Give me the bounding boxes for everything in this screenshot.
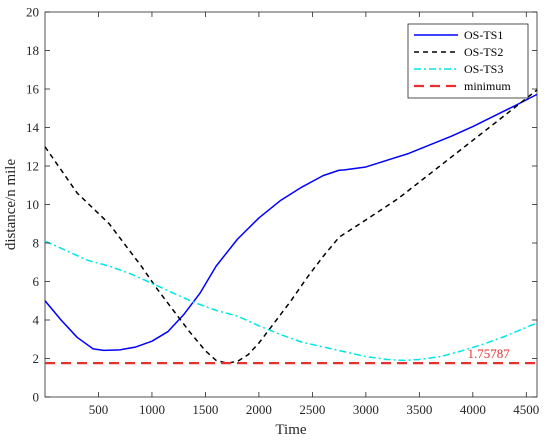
x-tick-label: 4000 — [460, 402, 486, 417]
x-tick-label: 2500 — [299, 402, 325, 417]
series-line-os-ts1 — [44, 93, 538, 352]
legend: OS-TS1 OS-TS2 OS-TS3 minimum — [407, 23, 529, 99]
ticks-layer: 500 1000 1500 2000 2500 3000 3500 4000 4500 0 2 4 6 8… — [26, 5, 539, 418]
x-tick-label: 500 — [89, 402, 109, 417]
y-tick-label: 16 — [26, 82, 40, 97]
x-axis-title: Time — [275, 422, 306, 438]
y-tick-label: 2 — [33, 351, 40, 366]
legend-label-os-ts3: OS-TS3 — [464, 62, 503, 76]
y-tick-label: 18 — [26, 43, 39, 58]
y-tick-label: 8 — [33, 236, 40, 251]
legend-box — [407, 23, 529, 99]
series-line-os-ts2 — [44, 89, 538, 364]
y-tick-label: 10 — [26, 197, 39, 212]
y-tick-label: 12 — [26, 159, 39, 174]
y-tick-label: 20 — [26, 5, 39, 20]
legend-label-os-ts1: OS-TS1 — [464, 28, 503, 42]
series-layer — [44, 89, 538, 365]
y-tick-label: 14 — [26, 120, 40, 135]
y-tick-label: 4 — [33, 313, 40, 328]
x-tick-label: 2000 — [246, 402, 272, 417]
y-axis-title: distance/n mile — [3, 159, 19, 251]
x-tick-label: 1000 — [139, 402, 165, 417]
legend-label-os-ts2: OS-TS2 — [464, 45, 503, 59]
minimum-value-annotation: 1.75787 — [467, 346, 510, 361]
legend-label-minimum: minimum — [464, 79, 511, 93]
x-tick-label: 4500 — [513, 402, 539, 417]
x-tick-label: 3000 — [353, 402, 379, 417]
y-tick-label: 6 — [33, 274, 40, 289]
y-tick-label: 0 — [33, 390, 40, 405]
x-tick-label: 3500 — [406, 402, 432, 417]
series-line-os-ts3 — [44, 240, 538, 362]
x-tick-label: 1500 — [192, 402, 218, 417]
